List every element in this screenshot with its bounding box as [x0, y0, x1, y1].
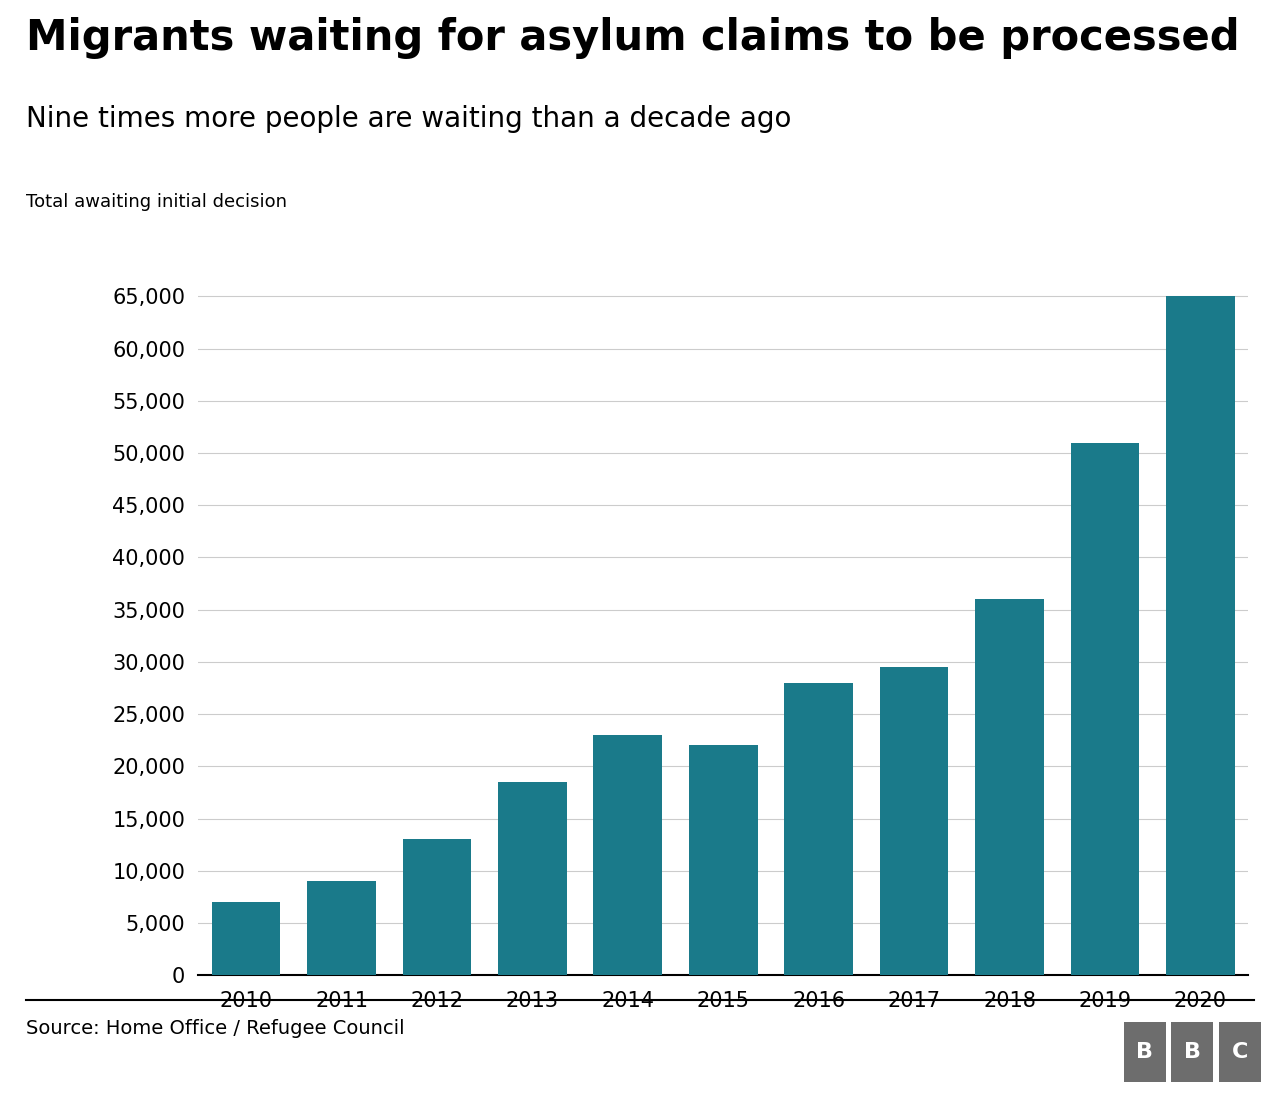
Bar — [1166, 296, 1235, 975]
Text: Nine times more people are waiting than a decade ago: Nine times more people are waiting than … — [26, 105, 791, 132]
Bar — [1070, 443, 1139, 975]
Text: Total awaiting initial decision: Total awaiting initial decision — [26, 193, 287, 210]
Bar — [689, 745, 758, 975]
Bar — [403, 840, 471, 975]
Text: C: C — [1231, 1041, 1248, 1062]
Bar — [307, 882, 376, 975]
Bar — [785, 683, 852, 975]
Bar — [975, 599, 1043, 975]
Text: B: B — [1137, 1041, 1153, 1062]
Text: Migrants waiting for asylum claims to be processed: Migrants waiting for asylum claims to be… — [26, 17, 1239, 58]
Bar — [879, 667, 948, 975]
Bar — [211, 903, 280, 975]
Text: Source: Home Office / Refugee Council: Source: Home Office / Refugee Council — [26, 1019, 404, 1038]
Text: B: B — [1184, 1041, 1201, 1062]
Bar — [594, 735, 662, 975]
Bar — [498, 782, 567, 975]
